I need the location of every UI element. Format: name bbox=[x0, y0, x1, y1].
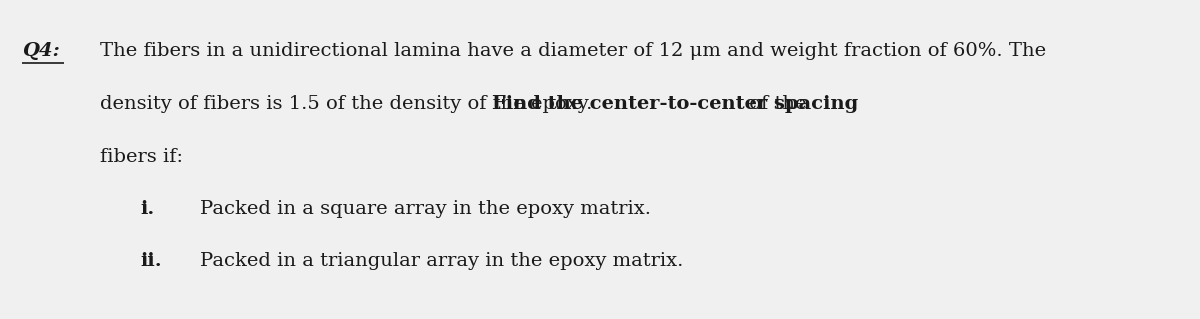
Text: The fibers in a unidirectional lamina have a diameter of 12 μm and weight fracti: The fibers in a unidirectional lamina ha… bbox=[100, 42, 1046, 60]
Text: Packed in a square array in the epoxy matrix.: Packed in a square array in the epoxy ma… bbox=[200, 200, 650, 218]
Text: ii.: ii. bbox=[140, 252, 162, 270]
Text: of the: of the bbox=[743, 95, 806, 113]
Text: fibers if:: fibers if: bbox=[100, 148, 182, 166]
Text: density of fibers is 1.5 of the density of the epoxy.: density of fibers is 1.5 of the density … bbox=[100, 95, 599, 113]
Text: Q4:: Q4: bbox=[22, 42, 60, 60]
Text: i.: i. bbox=[140, 200, 155, 218]
Text: Find the center-to-center spacing: Find the center-to-center spacing bbox=[492, 95, 858, 113]
Text: Packed in a triangular array in the epoxy matrix.: Packed in a triangular array in the epox… bbox=[200, 252, 683, 270]
